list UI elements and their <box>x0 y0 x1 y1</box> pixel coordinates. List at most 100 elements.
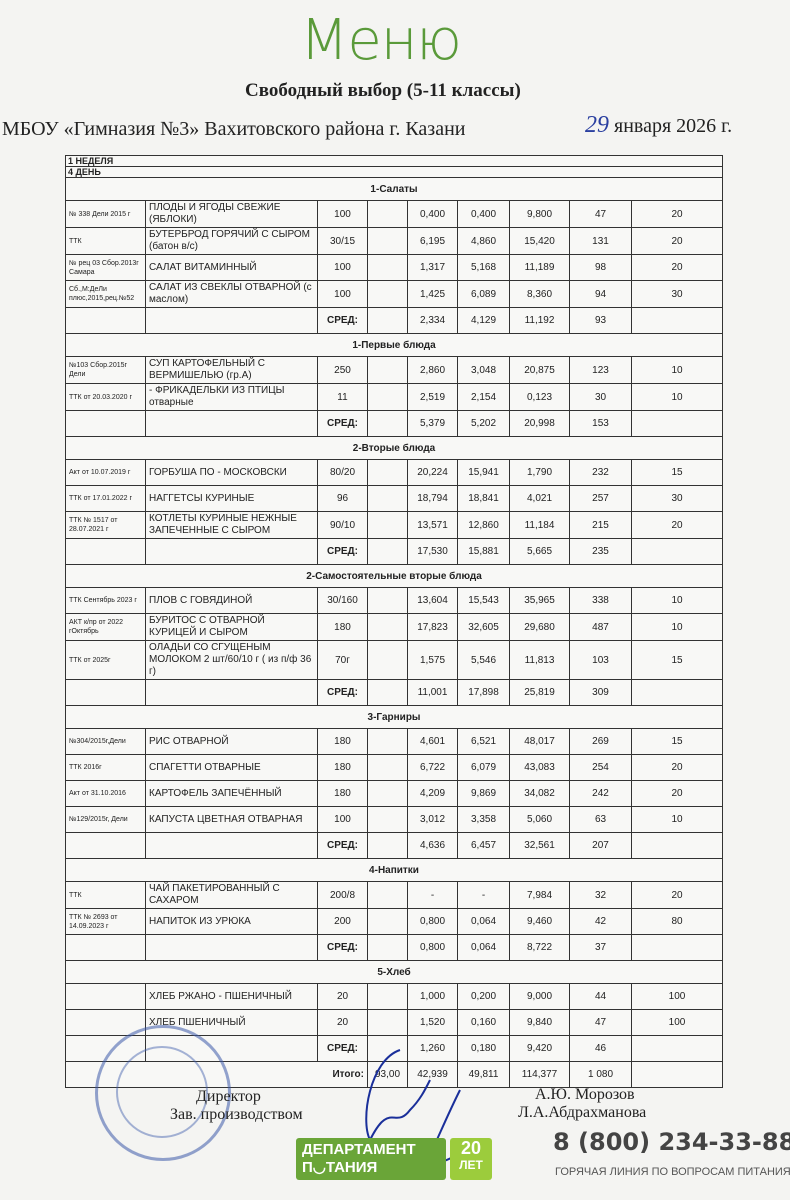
average-row: СРЕД: 4,636 6,457 32,561 207 <box>65 832 724 859</box>
department-logo: ДЕПАРТАМЕНТ П◡ТАНИЯ <box>296 1138 446 1180</box>
blank-cell <box>65 307 146 334</box>
blank-cell <box>630 307 724 334</box>
avg-proteins: 11,001 <box>407 679 458 706</box>
price: 30 <box>630 485 724 512</box>
avg-calories: 235 <box>569 538 632 565</box>
calories: 232 <box>569 459 632 486</box>
blank-cell <box>367 511 408 539</box>
portion: 80/20 <box>317 459 368 486</box>
portion: 90/10 <box>317 511 368 539</box>
fats: 0,160 <box>457 1009 510 1036</box>
portion: 100 <box>317 200 368 228</box>
table-row: №304/2015г,Дели РИС ОТВАРНОЙ 180 4,601 6,521… <box>65 728 724 755</box>
fats: 6,521 <box>457 728 510 755</box>
recipe-code: ТТК от 20.03.2020 г <box>65 383 146 411</box>
carbs: 20,875 <box>509 356 570 384</box>
school-stamp <box>95 1025 231 1161</box>
avg-proteins: 2,334 <box>407 307 458 334</box>
calories: 257 <box>569 485 632 512</box>
fats: 6,079 <box>457 754 510 781</box>
date-day: 29 <box>585 112 609 138</box>
recipe-code: ТТК 2016г <box>65 754 146 781</box>
avg-carbs: 11,192 <box>509 307 570 334</box>
proteins: 3,012 <box>407 806 458 833</box>
carbs: 9,800 <box>509 200 570 228</box>
dish-name: БУТЕРБРОД ГОРЯЧИЙ С СЫРОМ (батон в/с) <box>145 227 318 255</box>
section-title: 1-Салаты <box>64 177 724 201</box>
blank-cell <box>367 227 408 255</box>
calories: 123 <box>569 356 632 384</box>
dish-name: НАПИТОК ИЗ УРЮКА <box>145 908 318 935</box>
price: 10 <box>630 356 724 384</box>
proteins: - <box>407 881 458 909</box>
average-row: СРЕД: 2,334 4,129 11,192 93 <box>65 307 724 334</box>
recipe-code: АКТ к/пр от 2022 гОктябрь <box>65 613 146 641</box>
price: 100 <box>630 983 724 1010</box>
director-label: Директор <box>196 1088 261 1105</box>
proteins: 2,860 <box>407 356 458 384</box>
table-row: АКТ к/пр от 2022 гОктябрь БУРИТОС С ОТВАР… <box>65 613 724 641</box>
day-label: 4 ДЕНЬ <box>64 166 724 178</box>
dish-name: ЧАЙ ПАКЕТИРОВАННЫЙ С САХАРОМ <box>145 881 318 909</box>
portion: 20 <box>317 1009 368 1036</box>
price: 10 <box>630 383 724 411</box>
proteins: 2,519 <box>407 383 458 411</box>
calories: 94 <box>569 280 632 308</box>
avg-fats: 17,898 <box>457 679 510 706</box>
blank-cell <box>367 679 408 706</box>
calories: 103 <box>569 640 632 680</box>
menu-date: 29 января 2026 г. <box>585 112 732 139</box>
blank-cell <box>367 307 408 334</box>
production-label: Зав. производством <box>170 1106 303 1123</box>
section-title: 2-Самостоятельные вторые блюда <box>64 564 724 588</box>
section-title: 4-Напитки <box>64 858 724 882</box>
blank-cell <box>367 280 408 308</box>
average-label: СРЕД: <box>317 410 368 437</box>
section-title: 1-Первые блюда <box>64 333 724 357</box>
price: 20 <box>630 511 724 539</box>
carbs: 8,360 <box>509 280 570 308</box>
average-label: СРЕД: <box>317 307 368 334</box>
carbs: 15,420 <box>509 227 570 255</box>
fats: 12,860 <box>457 511 510 539</box>
dish-name: ГОРБУША ПО - МОСКОВСКИ <box>145 459 318 486</box>
dish-name: БУРИТОС С ОТВАРНОЙ КУРИЦЕЙ И СЫРОМ <box>145 613 318 641</box>
blank-cell <box>367 728 408 755</box>
carbs: 0,123 <box>509 383 570 411</box>
table-row: № 338 Дели 2015 г ПЛОДЫ И ЯГОДЫ СВЕЖИЕ (Я… <box>65 200 724 228</box>
recipe-code: ТТК от 2025г <box>65 640 146 680</box>
portion: 180 <box>317 613 368 641</box>
dish-name: СПАГЕТТИ ОТВАРНЫЕ <box>145 754 318 781</box>
blank-cell <box>367 640 408 680</box>
blank-cell <box>367 754 408 781</box>
price: 30 <box>630 280 724 308</box>
table-row: ТТК № 2693 от 14.09.2023 г НАПИТОК ИЗ УРЮ… <box>65 908 724 935</box>
carbs: 11,184 <box>509 511 570 539</box>
average-row: СРЕД: 11,001 17,898 25,819 309 <box>65 679 724 706</box>
proteins: 4,601 <box>407 728 458 755</box>
carbs: 4,021 <box>509 485 570 512</box>
table-row: №103 Сбор.2015г Дели СУП КАРТОФЕЛЬНЫЙ С В… <box>65 356 724 384</box>
average-label: СРЕД: <box>317 934 368 961</box>
production-name: Л.А.Абдрахманова <box>518 1104 647 1121</box>
proteins: 6,195 <box>407 227 458 255</box>
recipe-code: ТТК от 17.01.2022 г <box>65 485 146 512</box>
proteins: 1,317 <box>407 254 458 281</box>
portion: 96 <box>317 485 368 512</box>
dish-name: ХЛЕБ РЖАНО - ПШЕНИЧНЫЙ <box>145 983 318 1010</box>
dish-name: КАРТОФЕЛЬ ЗАПЕЧЁННЫЙ <box>145 780 318 807</box>
table-row: ТТК БУТЕРБРОД ГОРЯЧИЙ С СЫРОМ (батон в/с)… <box>65 227 724 255</box>
portion: 180 <box>317 728 368 755</box>
total-fats: 49,811 <box>457 1061 510 1088</box>
avg-carbs: 20,998 <box>509 410 570 437</box>
fats: 5,546 <box>457 640 510 680</box>
fats: 3,358 <box>457 806 510 833</box>
avg-proteins: 4,636 <box>407 832 458 859</box>
page-title: Меню <box>300 8 462 73</box>
price: 15 <box>630 459 724 486</box>
table-row: Акт от 31.10.2016 КАРТОФЕЛЬ ЗАПЕЧЁННЫЙ 180… <box>65 780 724 807</box>
total-calories: 1 080 <box>569 1061 632 1088</box>
dish-name: ПЛОДЫ И ЯГОДЫ СВЕЖИЕ (ЯБЛОКИ) <box>145 200 318 228</box>
blank-cell <box>145 307 318 334</box>
blank-cell <box>367 485 408 512</box>
